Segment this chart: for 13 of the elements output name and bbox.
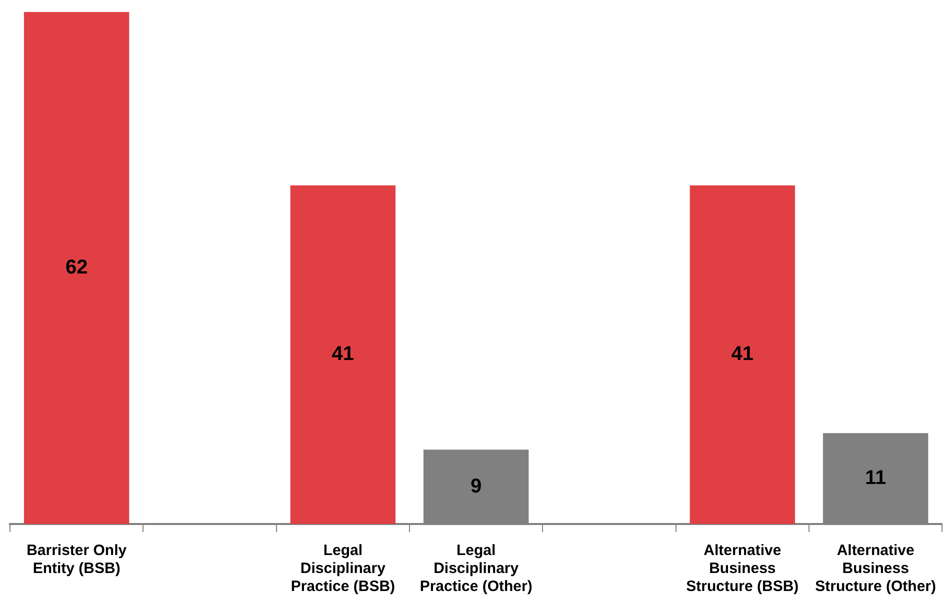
x-tick-label: Barrister Only Entity (BSB) bbox=[26, 542, 128, 578]
bar bbox=[290, 185, 396, 524]
bar bbox=[690, 185, 796, 524]
x-tick-label: Alternative Business Structure (BSB) bbox=[686, 542, 799, 596]
x-tick-label: Legal Disciplinary Practice (BSB) bbox=[290, 542, 396, 596]
data-label: 62 bbox=[65, 256, 88, 279]
data-label: 41 bbox=[332, 343, 354, 366]
data-label: 41 bbox=[731, 343, 754, 366]
x-tick-label: Alternative Business Structure (Other) bbox=[815, 542, 936, 596]
bar bbox=[24, 12, 130, 524]
data-label: 11 bbox=[865, 467, 886, 490]
x-tick-label: Legal Disciplinary Practice (Other) bbox=[420, 542, 532, 596]
data-label: 9 bbox=[470, 475, 482, 498]
